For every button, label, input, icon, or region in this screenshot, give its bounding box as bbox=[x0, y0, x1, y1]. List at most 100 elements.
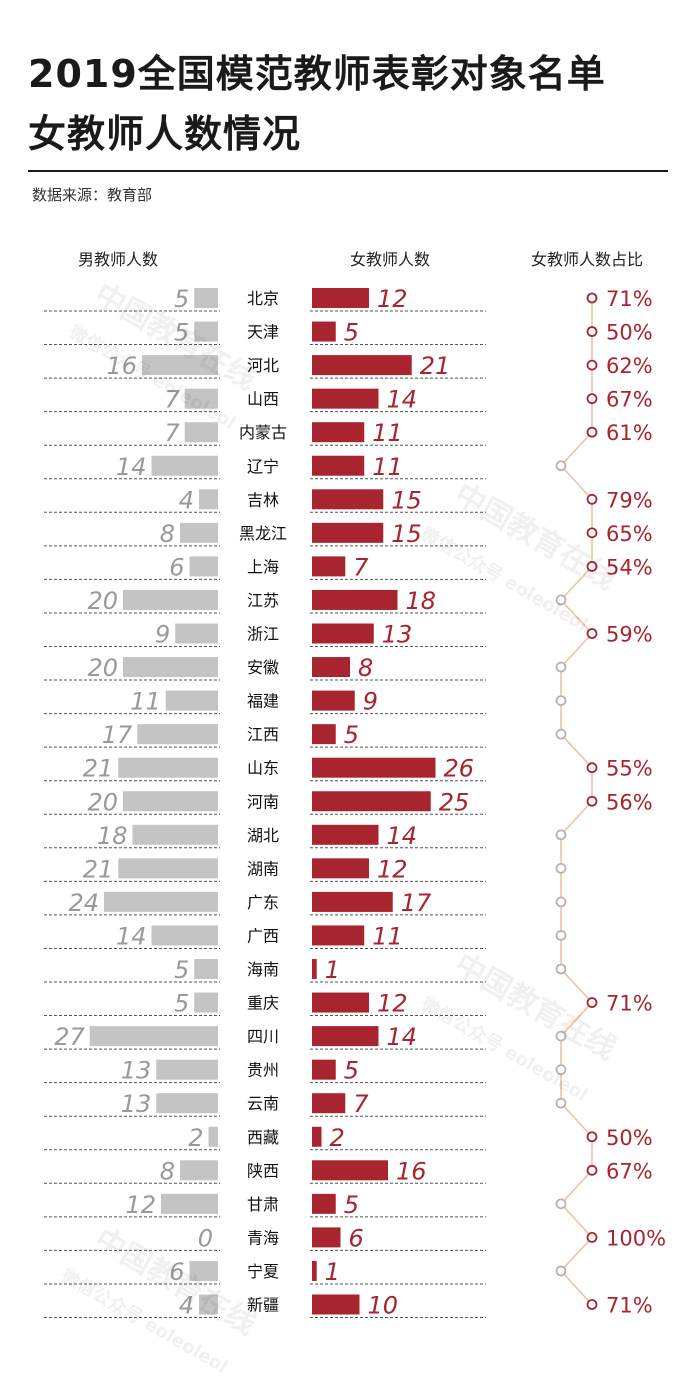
male-value-label: 4 bbox=[179, 1292, 194, 1320]
male-value-label: 2 bbox=[188, 1124, 203, 1152]
female-value-label: 7 bbox=[353, 1090, 369, 1118]
male-value-label: 6 bbox=[169, 1258, 184, 1286]
ratio-line-segment bbox=[560, 1169, 593, 1205]
female-bar bbox=[312, 1093, 346, 1114]
ratio-marker bbox=[586, 426, 598, 438]
male-bar bbox=[123, 791, 218, 812]
ratio-label: 67% bbox=[606, 1159, 653, 1183]
male-value-label: 24 bbox=[68, 889, 99, 917]
province-label: 湖南 bbox=[247, 859, 279, 878]
female-value-label: 18 bbox=[406, 587, 437, 615]
province-label: 宁夏 bbox=[247, 1262, 279, 1281]
female-value-label: 15 bbox=[391, 520, 422, 548]
female-bar bbox=[312, 757, 436, 778]
male-bar bbox=[142, 355, 218, 376]
ratio-marker bbox=[555, 695, 567, 706]
male-bar bbox=[151, 925, 218, 946]
ratio-marker bbox=[586, 762, 598, 774]
ratio-line-segment bbox=[560, 733, 593, 769]
male-value-label: 21 bbox=[83, 855, 114, 883]
female-value-label: 7 bbox=[353, 553, 369, 581]
male-value-label: 14 bbox=[116, 922, 147, 950]
ratio-marker bbox=[555, 594, 567, 606]
ratio-marker bbox=[586, 1232, 598, 1243]
ratio-marker bbox=[555, 460, 567, 472]
province-label: 浙江 bbox=[247, 625, 279, 644]
province-label: 安徽 bbox=[247, 658, 279, 677]
male-bar bbox=[161, 1193, 218, 1214]
ratio-label: 50% bbox=[606, 1126, 653, 1150]
ratio-label: 71% bbox=[606, 1294, 653, 1318]
ratio-label: 61% bbox=[606, 421, 653, 445]
female-value-label: 5 bbox=[344, 721, 359, 749]
ratio-label: 79% bbox=[606, 488, 653, 512]
male-bar bbox=[194, 992, 218, 1013]
male-bar bbox=[180, 1160, 218, 1181]
ratio-marker bbox=[586, 326, 598, 337]
ratio-marker bbox=[555, 728, 567, 740]
page-title: 2019全国模范教师表彰对象名单 bbox=[28, 52, 606, 96]
female-bar bbox=[312, 657, 350, 678]
female-value-label: 16 bbox=[396, 1157, 427, 1185]
male-bar bbox=[132, 824, 218, 845]
female-value-label: 9 bbox=[363, 688, 378, 716]
ratio-label: 100% bbox=[606, 1226, 666, 1250]
female-bar bbox=[312, 1260, 317, 1281]
male-value-label: 8 bbox=[160, 1157, 175, 1185]
ratio-line-segment bbox=[560, 431, 593, 467]
female-bar bbox=[312, 1126, 322, 1147]
female-bar bbox=[312, 690, 355, 711]
female-bar bbox=[312, 1227, 341, 1248]
ratio-label: 62% bbox=[606, 354, 653, 378]
male-value-label: 14 bbox=[116, 453, 147, 481]
male-bar bbox=[189, 1260, 218, 1281]
female-value-label: 5 bbox=[344, 319, 359, 347]
ratio-marker bbox=[555, 1097, 567, 1109]
female-value-label: 1 bbox=[325, 956, 340, 984]
ratio-line-segment bbox=[560, 800, 593, 836]
male-value-label: 21 bbox=[83, 755, 114, 783]
male-bar bbox=[194, 321, 218, 342]
female-value-label: 25 bbox=[439, 788, 470, 816]
male-value-label: 18 bbox=[97, 822, 128, 850]
ratio-line-segment bbox=[560, 565, 593, 601]
ratio-marker bbox=[555, 963, 567, 975]
province-label: 广西 bbox=[247, 926, 279, 945]
female-value-label: 11 bbox=[372, 419, 403, 447]
ratio-marker bbox=[586, 393, 598, 405]
female-value-label: 15 bbox=[391, 486, 422, 514]
province-label: 内蒙古 bbox=[239, 423, 287, 442]
ratio-marker bbox=[586, 292, 598, 304]
ratio-line-segment bbox=[560, 1203, 593, 1238]
ratio-marker bbox=[555, 1030, 567, 1042]
female-bar bbox=[312, 891, 393, 912]
ratio-line-segment bbox=[560, 1236, 593, 1272]
male-value-label: 7 bbox=[164, 386, 180, 414]
page-subtitle: 女教师人数情况 bbox=[28, 112, 302, 156]
male-value-label: 13 bbox=[121, 1090, 152, 1118]
province-label: 重庆 bbox=[247, 994, 279, 1013]
male-bar bbox=[175, 623, 218, 644]
ratio-label: 56% bbox=[606, 790, 653, 814]
female-value-label: 14 bbox=[387, 822, 418, 850]
female-value-label: 5 bbox=[344, 1057, 359, 1085]
male-bar bbox=[118, 757, 218, 778]
ratio-marker bbox=[555, 661, 567, 673]
province-label: 西藏 bbox=[247, 1128, 279, 1147]
female-bar bbox=[312, 724, 336, 745]
female-bar bbox=[312, 824, 379, 845]
female-value-label: 5 bbox=[344, 1191, 359, 1219]
male-bar bbox=[208, 1126, 218, 1147]
female-bar bbox=[312, 422, 365, 443]
province-label: 山东 bbox=[247, 759, 279, 778]
province-label: 湖北 bbox=[247, 826, 279, 845]
ratio-label: 59% bbox=[606, 623, 653, 647]
female-value-label: 21 bbox=[420, 352, 451, 380]
province-label: 河南 bbox=[247, 792, 279, 811]
male-value-label: 9 bbox=[155, 621, 170, 649]
male-value-label: 5 bbox=[174, 319, 189, 347]
ratio-label: 65% bbox=[606, 522, 653, 546]
female-value-label: 14 bbox=[387, 386, 418, 414]
female-value-label: 12 bbox=[377, 855, 408, 883]
ratio-marker bbox=[555, 1265, 567, 1277]
